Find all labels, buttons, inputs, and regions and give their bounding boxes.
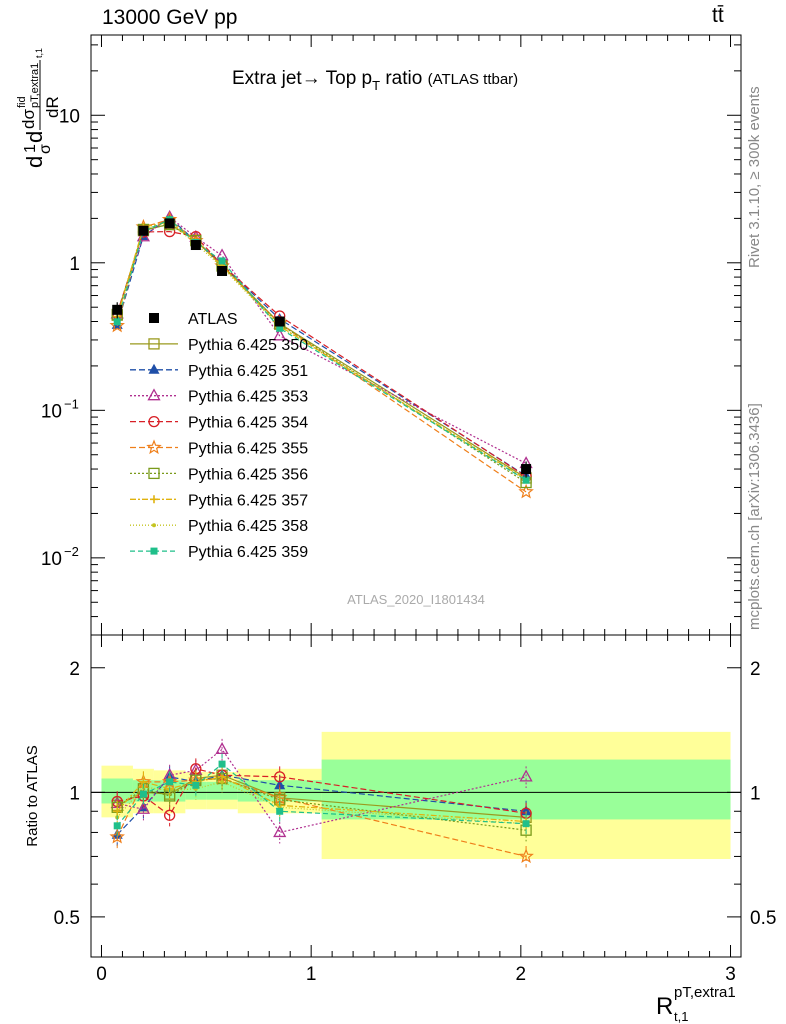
main-y-tick-exponent: −2 [64, 544, 79, 559]
series-point [109, 317, 125, 333]
series-ratio-point [109, 828, 125, 844]
series-ratio-point [276, 807, 284, 815]
series-ratio-point [218, 760, 226, 768]
legend-label: Pythia 6.425 351 [188, 363, 308, 380]
series-ratio-point [166, 778, 174, 786]
svg-text:1: 1 [22, 144, 39, 153]
legend-marker [148, 338, 160, 350]
ratio-y-tick-label-right: 0.5 [750, 908, 776, 929]
legend-label: Pythia 6.425 357 [188, 492, 308, 509]
plot-title: Extra jet→ Top pT ratio (ATLAS ttbar) [232, 68, 518, 93]
series-ratio-point [274, 771, 286, 783]
legend-marker-atlas [149, 313, 159, 323]
series-point [218, 257, 226, 265]
legend-label: Pythia 6.425 353 [188, 389, 308, 406]
legend-label: Pythia 6.425 350 [188, 337, 308, 354]
legend: ATLAS Pythia 6.425 350 Pythia 6.425 351 Pyt… [130, 311, 308, 561]
legend-label: Pythia 6.425 354 [188, 415, 308, 432]
atlas-point [190, 240, 201, 251]
main-y-tick-label: 10 [59, 106, 80, 127]
x-axis-label: R pT,extra1 t,1 [656, 984, 736, 1024]
series-ratio-point [522, 820, 530, 828]
series-ratio-point [139, 790, 147, 798]
svg-text:pT,extra1: pT,extra1 [674, 984, 736, 1001]
series-ratio-point [273, 825, 287, 838]
legend-marker [148, 467, 160, 480]
ratio-y-tick-label-right: 1 [750, 783, 761, 804]
atlas-point [164, 218, 175, 229]
legend-marker [148, 363, 160, 374]
atlas-point [138, 225, 149, 236]
series-ratio-point [136, 801, 151, 814]
legend-marker [150, 547, 158, 555]
legend-marker [147, 388, 161, 401]
main-y-tick-label: 1 [69, 254, 80, 275]
atlas-point [521, 464, 532, 475]
x-tick-label: 1 [306, 964, 317, 985]
series-point [273, 328, 287, 341]
series-ratio-point [519, 769, 533, 782]
ratio-y-tick-label: 2 [69, 659, 80, 680]
x-tick-label: 3 [725, 964, 736, 985]
svg-text:σ: σ [37, 144, 54, 154]
series-line-main [116, 221, 527, 480]
series-line-main [116, 217, 527, 477]
series-ratio-point [192, 781, 200, 789]
svg-text:d: d [22, 156, 47, 168]
legend-label: Pythia 6.425 358 [188, 518, 308, 535]
series-ratio-point [163, 809, 176, 821]
legend-label: Pythia 6.425 355 [188, 441, 308, 458]
series-point [113, 318, 121, 326]
x-tick-label: 2 [516, 964, 527, 985]
process-label: 13000 GeV pp [102, 6, 238, 29]
x-tick-label: 0 [96, 964, 107, 985]
atlas-point [112, 304, 123, 315]
series-ratio-point [215, 742, 229, 755]
main-y-tick-label: 10 [41, 549, 62, 570]
series-ratio-point [113, 807, 122, 816]
legend-label: Pythia 6.425 356 [188, 466, 308, 483]
series-line-main [116, 223, 527, 479]
series-ratio-point [274, 779, 286, 790]
legend-marker [150, 495, 158, 504]
svg-text:R: R [656, 993, 673, 1020]
main-y-tick-label: 10 [41, 401, 62, 422]
legend-label: Pythia 6.425 359 [188, 544, 308, 561]
series-line-main [116, 218, 527, 493]
legend-marker [152, 523, 156, 528]
series-point [518, 483, 534, 499]
main-y-axis-label: d 1 σ d dσ fid pT,extra1 t,1 dR [16, 48, 62, 168]
ratio-y-axis-label: Ratio to ATLAS [24, 745, 41, 846]
svg-text:fid: fid [16, 96, 28, 108]
ratio-uncertainty-bands [91, 731, 741, 860]
main-y-tick-exponent: −1 [64, 396, 79, 411]
series-line-main [116, 216, 527, 465]
svg-text:pT,extra1: pT,extra1 [29, 63, 41, 108]
ratio-band-green [206, 781, 238, 800]
series-line-main [116, 224, 527, 484]
ratio-y-tick-label-right: 2 [750, 659, 761, 680]
svg-text:dR: dR [43, 96, 62, 118]
svg-text:d: d [22, 131, 47, 143]
series-ratio-point [518, 848, 534, 864]
final-state-label: tt̄ [712, 4, 724, 27]
svg-text:dσ: dσ [19, 109, 38, 129]
legend-label-atlas: ATLAS [188, 311, 238, 328]
svg-text:t,1: t,1 [34, 48, 44, 58]
atlas-point [274, 316, 285, 327]
series-point [276, 324, 284, 332]
ratio-y-tick-label: 1 [69, 783, 80, 804]
legend-marker [148, 415, 160, 428]
ratio-y-tick-label: 0.5 [54, 908, 80, 929]
atlas-data-layer [112, 218, 532, 478]
series-point [522, 476, 530, 484]
legend-marker [146, 439, 162, 455]
series-ratio-point [220, 779, 225, 784]
atlas-point [217, 265, 228, 276]
analysis-id-label: ATLAS_2020_I1801434 [347, 592, 485, 607]
svg-text:t,1: t,1 [674, 1009, 688, 1024]
series-ratio-point [113, 822, 121, 830]
